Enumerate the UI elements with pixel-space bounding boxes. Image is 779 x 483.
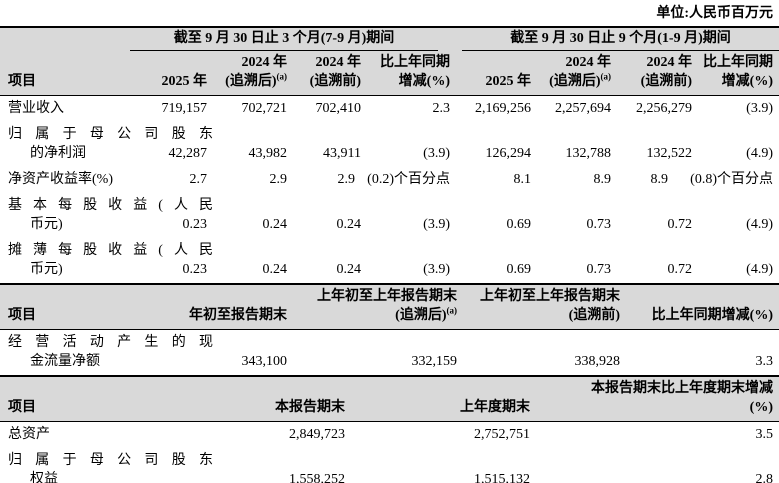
- col-header-prior-restated: 上年初至上年报告期末 (追溯后)(a): [287, 284, 457, 330]
- cell: (3.9): [746, 101, 773, 116]
- row-label: 总资产: [8, 427, 50, 442]
- row-label: 归属于母公司股东 权益: [8, 453, 213, 483]
- cell: 2.9: [269, 172, 288, 187]
- cell: 8.9: [650, 172, 669, 187]
- cell: 0.73: [586, 262, 612, 277]
- cell: 0.24: [336, 262, 362, 277]
- table-row-total-assets: 总资产 2,849,723 2,752,751 3.5: [0, 422, 779, 449]
- cell: 2,752,751: [474, 427, 530, 442]
- cell: (4.9): [746, 146, 773, 161]
- cell: (0.2)个百分点: [367, 172, 450, 187]
- cell: 1,558,252: [289, 472, 345, 483]
- col-header-change: 本报告期末比上年度期末增减 (%): [530, 376, 779, 422]
- cell: 338,928: [574, 354, 621, 369]
- cell: 0.69: [506, 217, 532, 232]
- cell: (4.9): [746, 262, 773, 277]
- group-header-spacer: [0, 27, 130, 51]
- table-row-net-profit: 归属于母公司股东 的净利润 42,287 43,982 43,911 (3.9)…: [0, 122, 779, 167]
- group-header-9month: 截至 9 月 30 日止 9 个月(1-9 月)期间: [450, 27, 779, 51]
- cell: (3.9): [423, 146, 450, 161]
- cell: 43,982: [248, 146, 288, 161]
- cell: 332,159: [411, 354, 458, 369]
- col-header-prior-year-end: 上年度期末: [345, 376, 530, 422]
- cashflow-table: 项目 年初至报告期末 上年初至上年报告期末 (追溯后)(a) 上年初至上年报告期…: [0, 283, 779, 375]
- table-row-basic-eps: 基本每股收益(人民 币元) 0.23 0.24 0.24 (3.9) 0.69 …: [0, 193, 779, 238]
- cell: 0.24: [262, 217, 288, 232]
- cell: 0.23: [182, 217, 208, 232]
- cell: 2.8: [755, 472, 774, 483]
- cell: 132,788: [565, 146, 612, 161]
- cell: 0.72: [667, 262, 693, 277]
- col-header-2024-restated-q: 2024 年 (追溯后)(a): [207, 51, 287, 96]
- row-label: 营业收入: [8, 101, 64, 116]
- item-column-header: 项目: [0, 376, 130, 422]
- row-label: 净资产收益率(%): [8, 172, 113, 187]
- cell: 2,169,256: [475, 101, 531, 116]
- cell: 1,515,132: [474, 472, 530, 483]
- footnote-a-marker: (a): [276, 71, 288, 82]
- quarterly-results-table: 截至 9 月 30 日止 3 个月(7-9 月)期间 截至 9 月 30 日止 …: [0, 26, 779, 283]
- cell: 0.24: [336, 217, 362, 232]
- col-header-yoy-n: 比上年同期 增减(%): [692, 51, 779, 96]
- cell: (3.9): [423, 262, 450, 277]
- footnote-a-marker: (a): [600, 71, 612, 82]
- cell: 8.1: [513, 172, 532, 187]
- cell: 2,257,694: [555, 101, 611, 116]
- table-row-parent-equity: 归属于母公司股东 权益 1,558,252 1,515,132 2.8: [0, 448, 779, 483]
- col-header-yoy: 比上年同期增减(%): [620, 284, 779, 330]
- cell: 8.9: [593, 172, 612, 187]
- col-header-2025-n: 2025 年: [450, 51, 531, 96]
- col-header-2025-q: 2025 年: [130, 51, 207, 96]
- cell: 702,410: [315, 101, 362, 116]
- table-row-revenue: 营业收入 719,157 702,721 702,410 2.3 2,169,2…: [0, 96, 779, 123]
- item-column-header: 项目: [0, 284, 130, 330]
- col-header-2024-prior-n: 2024 年 (追溯前): [611, 51, 692, 96]
- cell: 2.9: [337, 172, 356, 187]
- cell: 3.3: [755, 354, 774, 369]
- col-header-2024-prior-q: 2024 年 (追溯前): [287, 51, 361, 96]
- cell: (3.9): [423, 217, 450, 232]
- cell: 343,100: [241, 354, 288, 369]
- col-header-ytd: 年初至报告期末: [130, 284, 287, 330]
- cell: 0.73: [586, 217, 612, 232]
- row-label: 基本每股收益(人民 币元): [8, 198, 213, 232]
- column-header-row: 项目 2025 年 2024 年 (追溯后)(a) 2024 年 (追溯前) 比…: [0, 51, 779, 96]
- table-row-diluted-eps: 摊薄每股收益(人民 币元) 0.23 0.24 0.24 (3.9) 0.69 …: [0, 238, 779, 283]
- cell: 2,256,279: [636, 101, 692, 116]
- balance-table: 项目 本报告期末 上年度期末 本报告期末比上年度期末增减 (%) 总资产 2,8…: [0, 375, 779, 483]
- row-label: 经营活动产生的现 金流量净额: [8, 335, 213, 369]
- cell: 719,157: [161, 101, 208, 116]
- cell: 2.3: [432, 101, 451, 116]
- col-header-prior: 上年初至上年报告期末 (追溯前): [457, 284, 620, 330]
- table-row-roe: 净资产收益率(%) 2.7 2.9 2.9 (0.2)个百分点 8.1 8.9 …: [0, 167, 779, 193]
- cell: (4.9): [746, 217, 773, 232]
- cell: 126,294: [485, 146, 532, 161]
- column-header-row: 项目 本报告期末 上年度期末 本报告期末比上年度期末增减 (%): [0, 376, 779, 422]
- cell: 0.24: [262, 262, 288, 277]
- row-label: 归属于母公司股东 的净利润: [8, 127, 213, 161]
- cell: 3.5: [755, 427, 774, 442]
- cell: 43,911: [323, 146, 361, 161]
- cell: 2.7: [189, 172, 208, 187]
- period-group-row: 截至 9 月 30 日止 3 个月(7-9 月)期间 截至 9 月 30 日止 …: [0, 27, 779, 51]
- cell: (0.8)个百分点: [690, 172, 773, 187]
- item-column-header: 项目: [0, 51, 130, 96]
- col-header-2024-restated-n: 2024 年 (追溯后)(a): [531, 51, 611, 96]
- col-header-yoy-q: 比上年同期 增减(%): [361, 51, 450, 96]
- cell: 702,721: [241, 101, 288, 116]
- group-header-3month: 截至 9 月 30 日止 3 个月(7-9 月)期间: [130, 27, 450, 51]
- cell: 132,522: [646, 146, 693, 161]
- unit-label: 单位:人民币百万元: [656, 6, 773, 21]
- column-header-row: 项目 年初至报告期末 上年初至上年报告期末 (追溯后)(a) 上年初至上年报告期…: [0, 284, 779, 330]
- cell: 0.69: [506, 262, 532, 277]
- cell: 0.23: [182, 262, 208, 277]
- table-row-operating-cashflow: 经营活动产生的现 金流量净额 343,100 332,159 338,928 3…: [0, 330, 779, 376]
- cell: 0.72: [667, 217, 693, 232]
- cell: 2,849,723: [289, 427, 345, 442]
- col-header-current-period-end: 本报告期末: [130, 376, 345, 422]
- row-label: 摊薄每股收益(人民 币元): [8, 243, 213, 277]
- footnote-a-marker: (a): [446, 305, 458, 316]
- cell: 42,287: [168, 146, 208, 161]
